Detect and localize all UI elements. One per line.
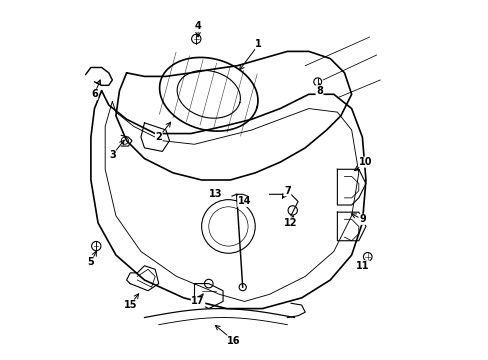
Text: 12: 12 [284,218,297,228]
Text: 4: 4 [194,21,201,31]
Text: 14: 14 [237,197,251,206]
Text: 2: 2 [155,132,162,142]
Text: 9: 9 [358,214,365,224]
Text: 15: 15 [123,300,137,310]
Text: 17: 17 [191,296,204,306]
Text: 6: 6 [91,89,98,99]
Text: 16: 16 [226,336,240,346]
Text: 1: 1 [255,39,262,49]
Text: 13: 13 [209,189,222,199]
Text: 3: 3 [109,150,116,160]
Text: 10: 10 [359,157,372,167]
Text: 5: 5 [87,257,94,267]
Text: 8: 8 [315,86,322,96]
Text: 7: 7 [284,186,290,196]
Text: 11: 11 [355,261,368,271]
Circle shape [239,284,246,291]
